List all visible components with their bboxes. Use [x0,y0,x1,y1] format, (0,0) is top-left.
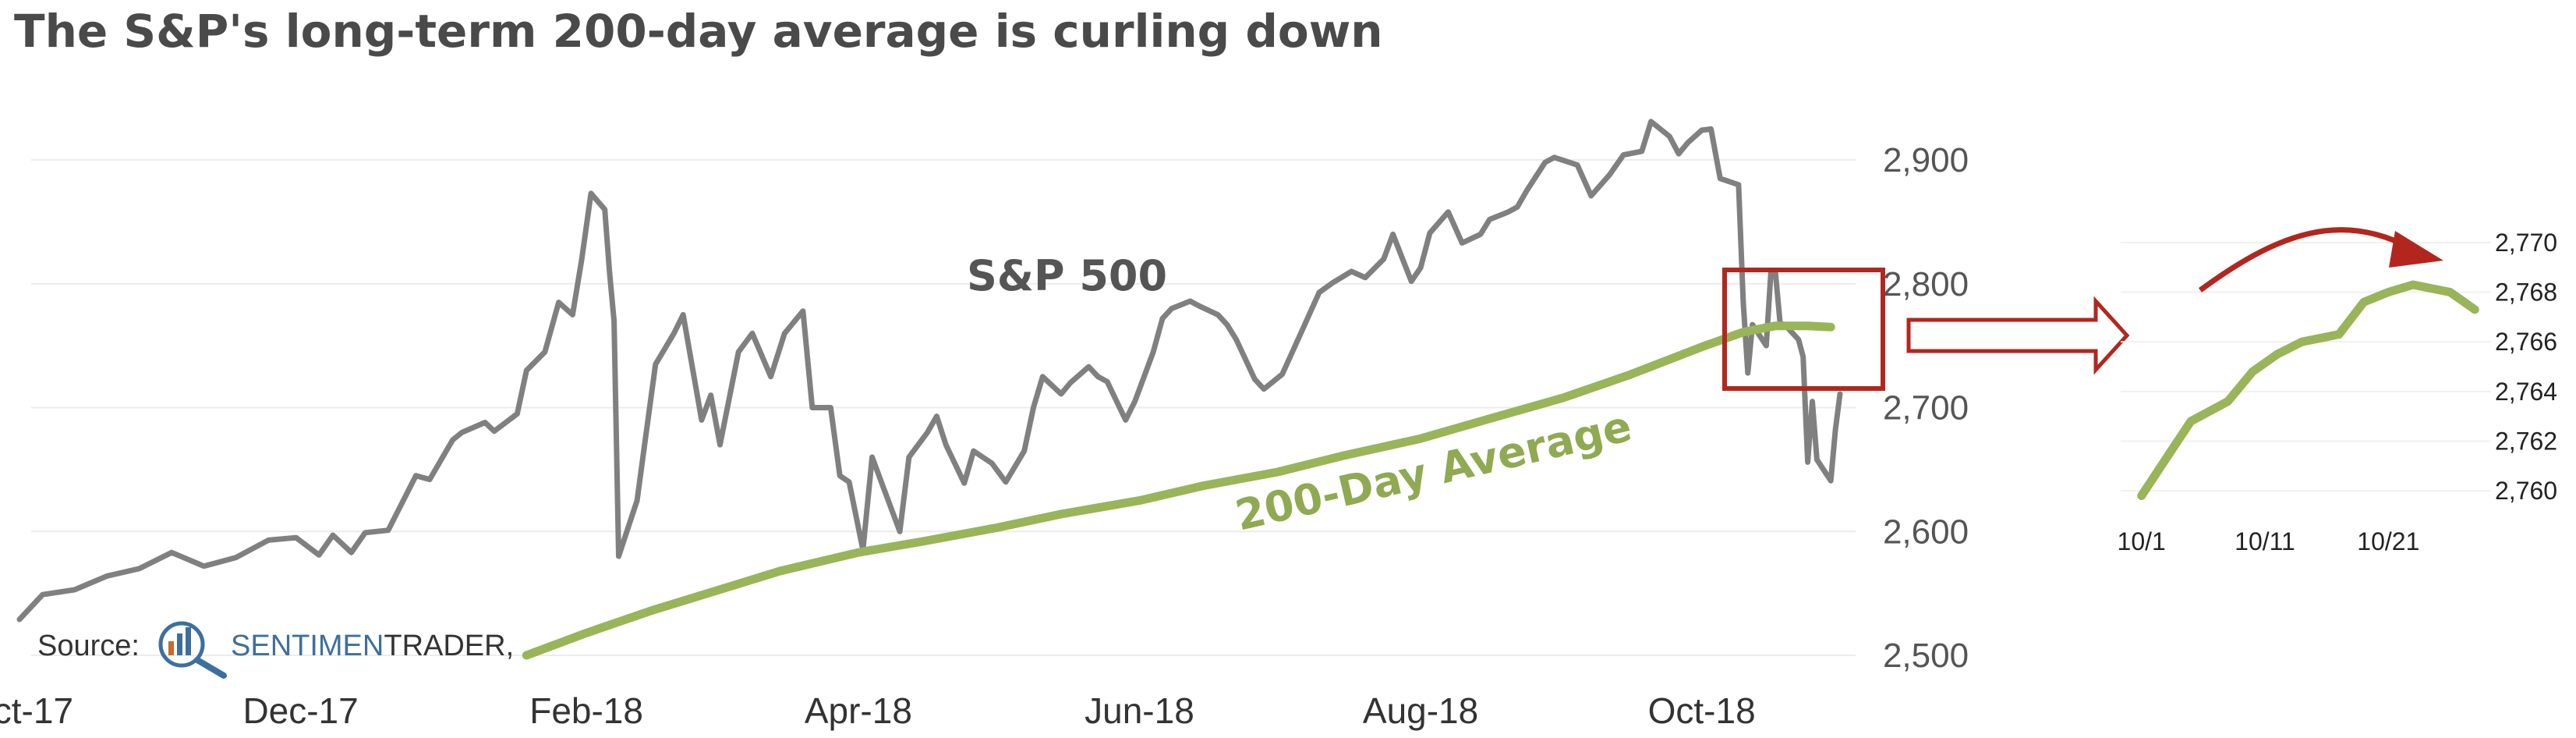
y-tick-label: 2,600 [1883,513,1969,551]
sentimentrader-logo-icon [158,621,227,679]
inset-y-tick-label: 2,770 [2495,229,2557,257]
y-tick-label: 2,700 [1883,389,1969,428]
y-tick-label: 2,500 [1883,637,1969,675]
main-plot-area [16,119,1843,660]
inset-plot-area [2137,280,2479,500]
curve-arrow-icon [2198,227,2412,293]
x-tick-label: Oct-17 [0,690,73,731]
inset-y-axis: 2,760 2,762 2,764 2,766 2,768 2,770 [2495,229,2557,505]
source-label: Source: [37,630,140,662]
inset-y-tick-label: 2,768 [2495,279,2557,307]
main-gridlines [31,159,1856,656]
arrowhead-icon [2389,231,2443,268]
x-tick-label: Dec-17 [242,690,358,731]
inset-x-tick-label: 10/11 [2235,527,2295,555]
inset-x-axis: 10/1 10/11 10/21 [2118,527,2420,555]
source-brand: SENTIMENTRADER, [231,630,514,662]
inset-avg200-line [2137,280,2479,500]
inset-x-tick-label: 10/1 [2118,527,2166,555]
x-tick-label: Aug-18 [1363,690,1478,731]
sp500-line [16,119,1843,623]
chart-title: The S&P's long-term 200-day average is c… [14,5,1383,58]
hollow-arrow-icon [1906,296,2130,375]
main-y-axis: 2,500 2,600 2,700 2,800 2,900 [1883,141,1969,675]
y-tick-label: 2,900 [1883,141,1969,179]
sp500-series-label: S&P 500 [967,251,1167,300]
y-tick-label: 2,800 [1883,265,1969,303]
main-x-axis: Oct-17 Dec-17 Feb-18 Apr-18 Jun-18 Aug-18 Oct-… [0,690,1756,731]
brand-name-part2: TRADER [384,630,505,662]
inset-y-tick-label: 2,764 [2495,378,2557,406]
highlight-box [1722,268,1885,391]
inset-y-tick-label: 2,762 [2495,427,2557,455]
avg200-line [522,321,1835,660]
brand-name-part1: SENTIMEN [231,630,384,662]
x-tick-label: Jun-18 [1085,690,1194,731]
brand-suffix: , [506,630,515,662]
inset-y-tick-label: 2,760 [2495,477,2557,505]
inset-y-tick-label: 2,766 [2495,328,2557,356]
x-tick-label: Oct-18 [1648,690,1756,731]
inset-gridlines [2121,241,2491,492]
x-tick-label: Apr-18 [805,690,912,731]
x-tick-label: Feb-18 [529,690,643,731]
inset-x-tick-label: 10/21 [2357,527,2419,555]
